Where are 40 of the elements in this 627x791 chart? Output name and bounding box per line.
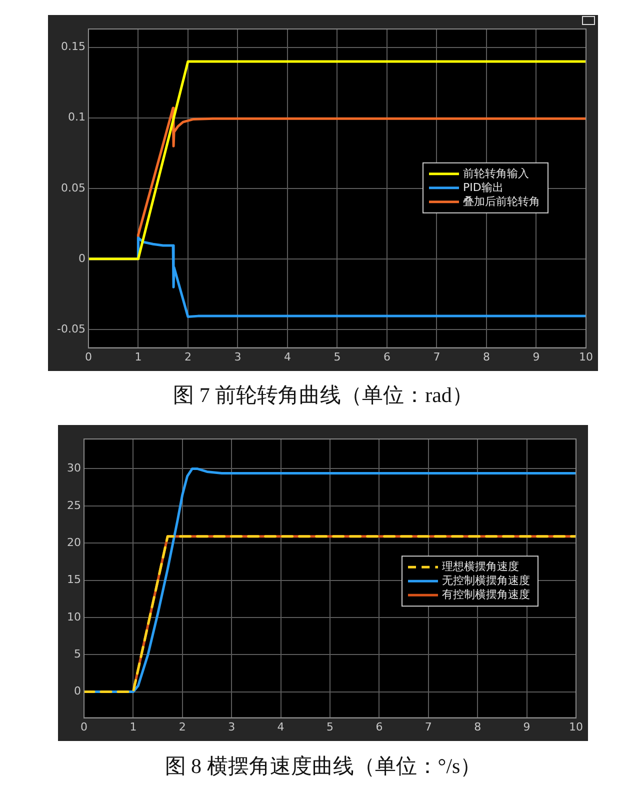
x-tick-label: 8	[482, 350, 490, 364]
y-tick-label: 20	[66, 536, 81, 549]
y-tick-label: 0	[78, 252, 86, 265]
x-tick-label: 8	[474, 720, 482, 734]
x-tick-label: 4	[284, 350, 291, 364]
y-tick-label: 0	[74, 684, 81, 698]
x-tick-label: 1	[130, 720, 137, 734]
text: 图 7 前轮转角曲线（单位：rad）	[172, 382, 474, 409]
legend-label: PID输出	[463, 180, 504, 194]
x-tick-label: 3	[234, 350, 242, 364]
y-tick-label: 0.15	[60, 40, 86, 54]
y-tick-label: 0.1	[68, 110, 86, 124]
legend-label: 有控制横摆角速度	[442, 588, 530, 601]
x-tick-label: 6	[383, 350, 390, 364]
x-tick-label: 5	[326, 720, 334, 734]
legend-label: 叠加后前轮转角	[463, 194, 540, 208]
y-tick-label: 30	[66, 462, 81, 475]
x-tick-label: 9	[532, 350, 540, 364]
text: 图 8 横摆角速度曲线（单位：°/s）	[164, 753, 482, 780]
x-tick-label: 9	[523, 720, 530, 734]
y-tick-label: 10	[66, 610, 81, 624]
x-tick-label: 2	[184, 350, 192, 364]
y-tick-label: 0.05	[60, 181, 86, 194]
y-tick-label: 15	[66, 573, 81, 586]
x-tick-label: 10	[569, 720, 583, 734]
x-tick-label: 7	[433, 350, 440, 364]
x-tick-label: 1	[134, 350, 142, 364]
x-tick-label: 3	[228, 720, 236, 734]
legend-label: 前轮转角输入	[463, 166, 529, 180]
x-tick-label: 2	[178, 720, 186, 734]
y-tick-label: -0.05	[56, 322, 86, 336]
x-tick-label: 10	[579, 350, 593, 364]
legend-label: 无控制横摆角速度	[442, 574, 530, 587]
y-tick-label: 25	[66, 498, 81, 512]
legend-label: 理想横摆角速度	[442, 560, 519, 573]
x-tick-label: 5	[334, 350, 341, 364]
x-tick-label: 6	[376, 720, 383, 734]
x-tick-label: 4	[277, 720, 284, 734]
x-tick-label: 7	[424, 720, 432, 734]
y-tick-label: 5	[74, 647, 81, 660]
